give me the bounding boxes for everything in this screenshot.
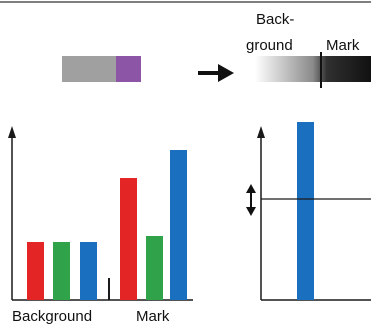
double-arrow-vertical-icon [246,184,256,216]
bar-background-blue [80,242,97,300]
gradient-mark-label: Mark [326,37,360,54]
bar-channel-blue [297,122,314,300]
threshold-chart [246,122,371,301]
gradient-background-label-line2: ground [246,37,293,54]
y-axis-arrow-icon [257,126,265,138]
bar-background-red [27,242,44,300]
gradient-bar [255,56,371,82]
label-background: Background [12,308,92,325]
bar-mark-red [120,178,137,300]
bar-mark-blue [170,150,187,300]
bar-background-green [53,242,70,300]
swatch-background [62,56,116,82]
rgb-bar-chart: Background Mark [8,126,193,325]
bar-mark-green [146,236,163,300]
label-mark: Mark [136,308,170,325]
swatch-mark [116,56,141,82]
grayscale-gradient: Back- ground Mark [246,11,371,88]
arrow-right-icon [198,64,234,82]
gradient-background-label-line1: Back- [256,11,294,28]
y-axis-arrow-icon [8,126,16,138]
color-swatch [62,56,141,82]
